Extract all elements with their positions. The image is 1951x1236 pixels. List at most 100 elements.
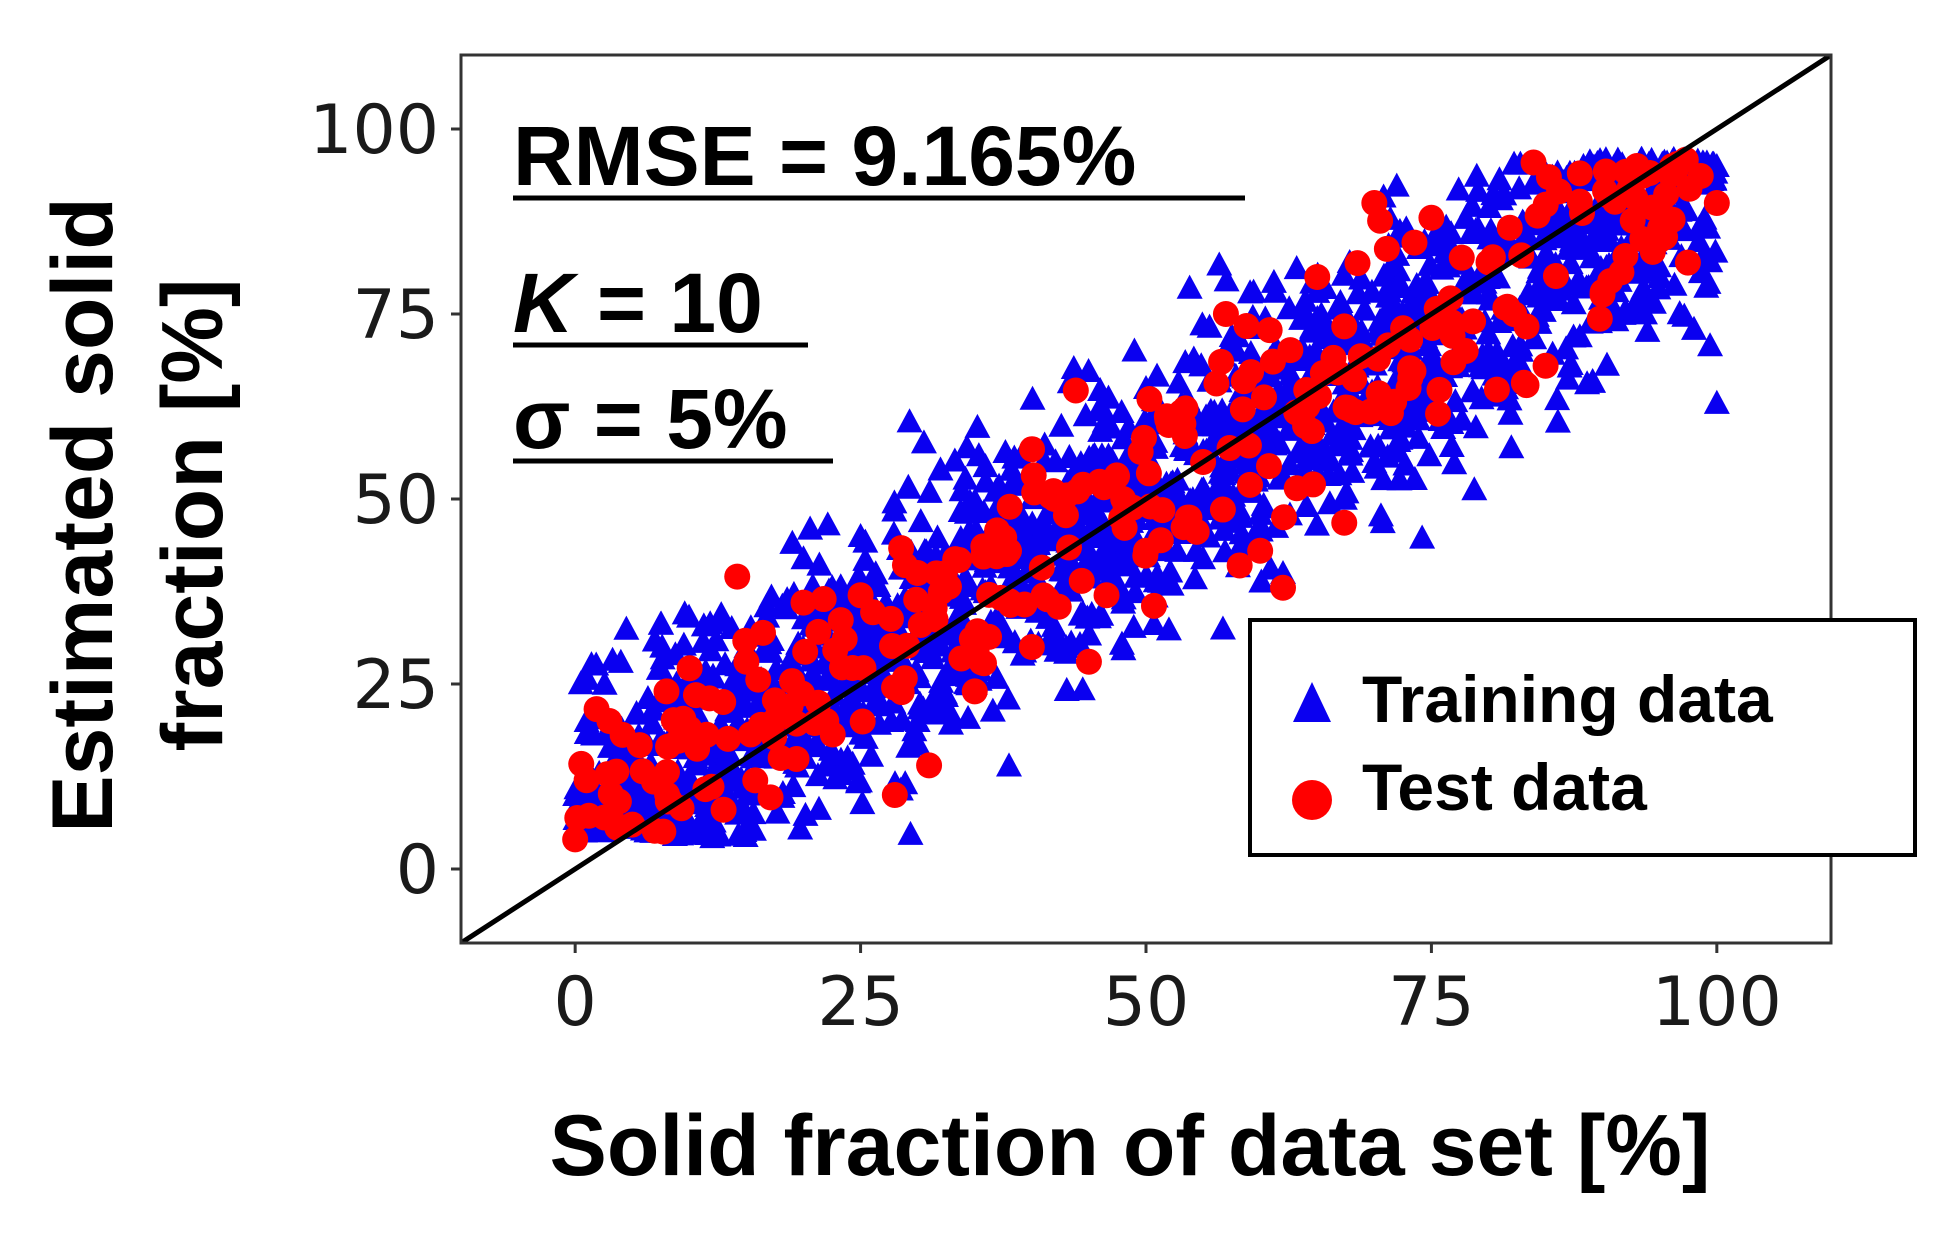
test-point xyxy=(1233,312,1260,339)
training-point xyxy=(1019,385,1046,410)
test-point xyxy=(710,796,737,823)
training-point xyxy=(1702,238,1729,263)
training-point xyxy=(1536,279,1563,304)
training-point xyxy=(1080,549,1107,574)
training-point xyxy=(806,551,833,576)
test-point xyxy=(1226,552,1253,579)
training-point xyxy=(861,688,888,713)
test-point xyxy=(767,745,794,771)
test-point xyxy=(907,611,934,638)
training-point xyxy=(607,648,634,673)
training-point xyxy=(1646,264,1673,289)
test-point xyxy=(1155,412,1182,438)
training-point xyxy=(1176,274,1203,299)
training-point xyxy=(1293,492,1320,518)
training-point xyxy=(1386,466,1413,491)
training-point xyxy=(1433,213,1460,238)
test-point xyxy=(1566,160,1593,187)
test-point xyxy=(813,708,840,734)
test-point xyxy=(1373,235,1400,262)
test-point xyxy=(676,715,703,742)
test-point xyxy=(1247,537,1274,564)
y-tick-label: 50 xyxy=(352,461,439,540)
training-point xyxy=(1445,176,1472,201)
legend-label-training: Training data xyxy=(1362,662,1774,736)
training-point xyxy=(1484,264,1511,289)
test-point xyxy=(1209,496,1236,523)
training-point xyxy=(827,760,854,785)
training-point xyxy=(1351,296,1378,321)
y-axis-label-line2: fraction [%] xyxy=(145,279,241,752)
training-point xyxy=(1430,414,1457,439)
training-point xyxy=(1465,177,1492,202)
test-point xyxy=(619,811,646,838)
test-point xyxy=(777,693,804,720)
test-point xyxy=(654,733,681,760)
test-point xyxy=(1110,486,1137,512)
training-point xyxy=(1554,365,1581,390)
training-point xyxy=(671,600,698,625)
training-point xyxy=(895,473,922,498)
test-point xyxy=(1448,244,1475,271)
legend: Training data Test data xyxy=(1248,618,1917,857)
test-point xyxy=(1127,438,1154,465)
training-point xyxy=(1499,333,1526,358)
training-point xyxy=(1501,150,1528,175)
training-point xyxy=(562,782,589,807)
training-point xyxy=(1405,424,1432,449)
test-point xyxy=(1520,149,1547,176)
training-point xyxy=(1521,325,1548,350)
test-point xyxy=(1292,412,1319,439)
test-point xyxy=(1650,207,1677,234)
training-point xyxy=(1566,323,1593,348)
training-point xyxy=(847,523,874,548)
x-tick-label: 100 xyxy=(1652,963,1782,1042)
training-point xyxy=(1179,486,1206,511)
training-point xyxy=(714,740,741,765)
test-point xyxy=(1104,463,1131,490)
x-tick-label: 75 xyxy=(1388,963,1475,1042)
training-point xyxy=(699,819,726,844)
training-point xyxy=(858,742,885,767)
test-point xyxy=(1592,158,1619,185)
test-point xyxy=(1418,204,1445,231)
test-point xyxy=(1532,191,1559,218)
training-point xyxy=(1383,172,1410,197)
training-point xyxy=(1140,610,1167,635)
training-point xyxy=(1385,271,1412,296)
training-point xyxy=(934,620,961,645)
test-point xyxy=(1687,163,1714,190)
training-point xyxy=(1053,676,1080,701)
test-point xyxy=(1174,504,1201,531)
training-point xyxy=(1385,438,1412,463)
training-point xyxy=(1441,450,1468,475)
training-point xyxy=(1459,377,1486,402)
test-point xyxy=(976,581,1003,608)
training-point xyxy=(896,408,923,433)
training-point xyxy=(1631,300,1658,325)
x-tick-label: 25 xyxy=(817,963,904,1042)
training-point xyxy=(1189,311,1216,336)
training-point xyxy=(916,478,943,503)
test-point xyxy=(1419,314,1446,341)
points-layer xyxy=(562,145,1730,853)
training-point xyxy=(1120,613,1147,638)
training-point xyxy=(1687,259,1714,284)
training-point xyxy=(719,668,746,693)
training-point xyxy=(1288,305,1315,330)
training-point xyxy=(1417,251,1444,276)
test-point xyxy=(1589,278,1616,305)
test-point xyxy=(676,655,703,682)
test-point xyxy=(847,582,874,609)
training-point xyxy=(1434,253,1461,278)
training-point xyxy=(845,563,872,588)
training-point xyxy=(1121,337,1148,362)
test-point xyxy=(562,826,589,853)
test-point xyxy=(1062,377,1089,404)
training-point xyxy=(1087,376,1114,401)
test-point xyxy=(1133,537,1159,564)
training-point xyxy=(690,628,717,653)
training-point xyxy=(1224,323,1251,348)
training-point xyxy=(1040,612,1067,637)
